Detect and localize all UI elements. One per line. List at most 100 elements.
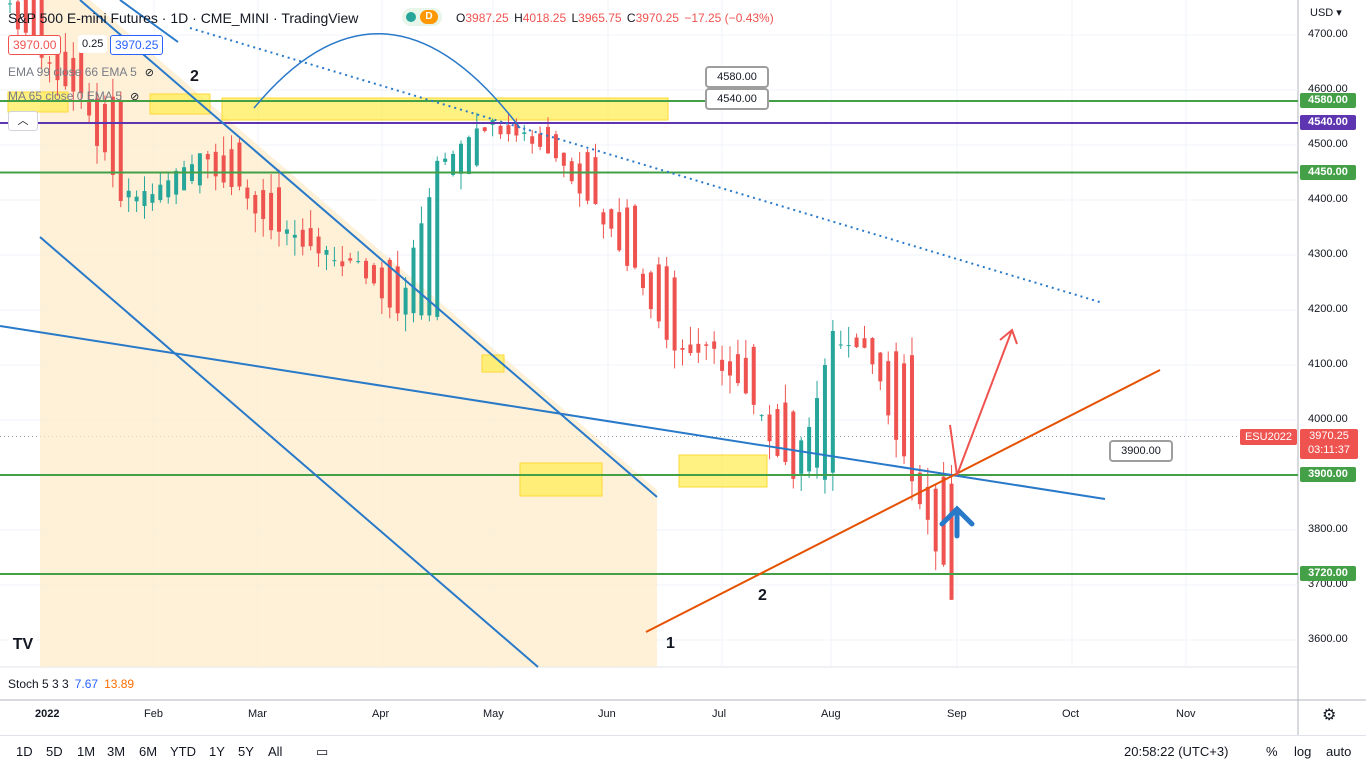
low-label: L	[571, 11, 579, 25]
indicator-ma[interactable]: MA 65 close 0 EMA 5 ⊘	[8, 89, 139, 103]
candle-body	[656, 264, 661, 322]
stoch-indicator[interactable]: Stoch 5 3 3 7.67 13.89	[8, 677, 134, 691]
percent-toggle[interactable]: %	[1266, 744, 1278, 759]
candle-body	[451, 153, 456, 175]
timeframe-1d[interactable]: 1D	[16, 744, 33, 759]
candle-body	[664, 266, 669, 340]
price-tick-label: 4000.00	[1308, 413, 1348, 425]
candle-body	[609, 209, 614, 229]
candle-body	[55, 48, 60, 81]
time-tick-label: Jun	[598, 708, 616, 720]
price-tick-label: 4400.00	[1308, 193, 1348, 205]
candle-body	[633, 205, 638, 268]
candle-body	[846, 345, 851, 347]
candle-body	[308, 228, 313, 247]
candle-body	[727, 361, 732, 376]
current-price-value: 3970.25	[1309, 430, 1349, 442]
timeframe-5y[interactable]: 5Y	[238, 744, 254, 759]
symbol-title[interactable]: S&P 500 E-mini Futures · 1D · CME_MINI ·…	[8, 10, 359, 26]
open-label: O	[456, 11, 466, 25]
candle-body	[142, 191, 147, 207]
candle-body	[696, 343, 701, 353]
candle-body	[751, 346, 756, 405]
candle-body	[498, 125, 503, 135]
calendar-range-icon[interactable]: ▭	[316, 744, 329, 759]
candle-body	[182, 167, 187, 191]
timeframe-3m[interactable]: 3M	[107, 744, 126, 759]
time-tick-label: Sep	[947, 708, 967, 720]
long-trend-line	[0, 325, 1106, 500]
candle-body	[838, 344, 843, 346]
candle-body	[878, 352, 883, 382]
hidden-eye-icon[interactable]: ⊘	[130, 91, 140, 103]
tradingview-logo[interactable]: TV	[8, 632, 38, 658]
candle-body	[23, 0, 28, 33]
log-toggle[interactable]: log	[1294, 744, 1312, 759]
stoch-label: Stoch 5 3 3	[8, 677, 69, 691]
candle-body	[387, 259, 392, 308]
candle-body	[949, 483, 954, 600]
candle-body	[862, 338, 867, 348]
candle-body	[894, 351, 899, 440]
price-callout[interactable]: 4540.00	[705, 88, 769, 110]
gear-icon[interactable]: ⚙	[1322, 707, 1337, 724]
wave-label: 1	[666, 635, 675, 652]
candle-body	[79, 49, 84, 94]
sell-price-box[interactable]: 3970.00	[8, 35, 62, 55]
candle-body	[316, 236, 321, 254]
wave-label: 2	[190, 68, 199, 85]
candle-body	[364, 260, 369, 279]
candle-body	[284, 229, 289, 234]
candle-body	[720, 359, 725, 371]
price-tick-label: 4300.00	[1308, 248, 1348, 260]
candle-body	[39, 0, 44, 58]
auto-toggle[interactable]: auto	[1326, 744, 1352, 759]
timeframe-5d[interactable]: 5D	[46, 744, 63, 759]
indicator-ema[interactable]: EMA 99 close 66 EMA 5 ⊘	[8, 65, 154, 79]
price-callout[interactable]: 3900.00	[1109, 440, 1173, 462]
price-tick-label: 4100.00	[1308, 358, 1348, 370]
candle-body	[830, 331, 835, 473]
high-label: H	[514, 11, 523, 25]
change-value: −17.25 (−0.43%)	[684, 11, 774, 25]
candle-body	[688, 344, 693, 354]
level-tag: 3900.00	[1300, 467, 1356, 482]
candle-body	[546, 126, 551, 154]
symbol-tag: ESU2022	[1240, 429, 1297, 445]
buy-price-box[interactable]: 3970.25	[110, 35, 164, 55]
candle-body	[759, 415, 764, 417]
candle-body	[530, 136, 535, 144]
channel-top-stub	[119, 0, 179, 43]
candle-body	[126, 190, 131, 198]
market-status-toggle[interactable]: D	[402, 8, 442, 26]
candle-body	[8, 3, 12, 5]
timeframe-ytd[interactable]: YTD	[170, 744, 196, 759]
candle-body	[47, 62, 52, 64]
candle-body	[261, 190, 266, 219]
candle-body	[799, 440, 804, 474]
candle-body	[601, 212, 606, 225]
candle-body	[332, 260, 337, 262]
candle-body	[110, 96, 115, 175]
price-callout[interactable]: 4580.00	[705, 66, 769, 88]
current-price-tag: 3970.25 03:11:37	[1300, 429, 1358, 459]
candle-body	[63, 51, 68, 87]
timeframe-1m[interactable]: 1M	[77, 744, 96, 759]
candle-body	[277, 187, 282, 232]
low-value: 3965.75	[578, 11, 622, 25]
candle-body	[466, 137, 471, 174]
chevron-up-icon[interactable]: ︿	[8, 111, 38, 131]
hidden-eye-icon[interactable]: ⊘	[144, 67, 154, 79]
candle-body	[324, 250, 329, 255]
candle-body	[87, 102, 92, 116]
candle-body	[593, 157, 598, 204]
timeframe-6m[interactable]: 6M	[139, 744, 158, 759]
candle-body	[640, 273, 645, 289]
timeframe-1y[interactable]: 1Y	[209, 744, 225, 759]
utc-clock[interactable]: 20:58:22 (UTC+3)	[1124, 744, 1229, 759]
currency-selector[interactable]: USD ▾	[1310, 7, 1342, 19]
candle-body	[625, 207, 630, 266]
candle-body	[443, 158, 448, 162]
timeframe-all[interactable]: All	[268, 744, 283, 759]
